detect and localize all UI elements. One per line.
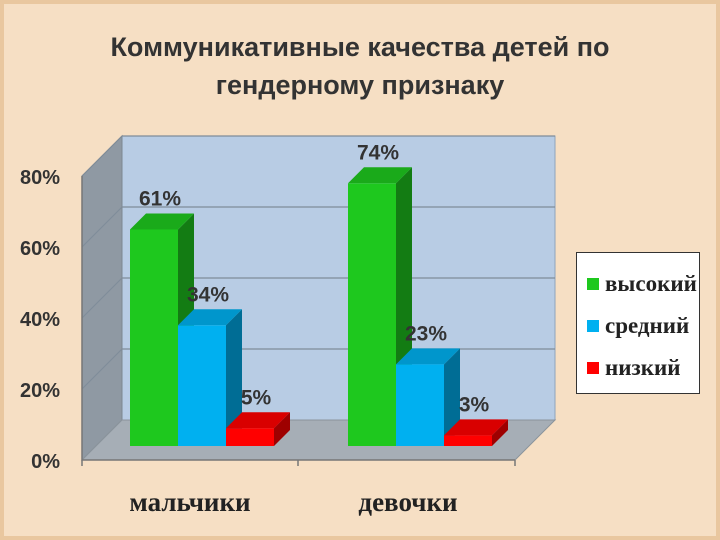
bar-side: [274, 412, 290, 446]
gridline-side: [81, 206, 123, 248]
x-category-label: девочки: [358, 487, 457, 517]
bar-top: [348, 167, 412, 184]
y-tick-label: 40%: [20, 309, 60, 331]
bar-side: [226, 309, 242, 446]
gridline-side: [81, 135, 123, 177]
chart-title-line-2: гендерному признаку: [215, 70, 505, 100]
legend-label-low: низкий: [605, 355, 681, 380]
y-tick-label: 80%: [20, 167, 60, 189]
y-tick-label: 60%: [20, 238, 60, 260]
bar-side: [444, 348, 460, 446]
bar-top: [444, 419, 508, 436]
y-tick-label: 0%: [31, 451, 60, 473]
legend-swatch-high: [587, 278, 599, 290]
legend-label-high: высокий: [605, 271, 697, 296]
bar-средний-девочки: [396, 364, 444, 446]
gridline-side: [81, 277, 123, 319]
data-label: 34%: [187, 283, 229, 306]
bar-низкий-мальчики: [226, 428, 274, 446]
bar-top: [130, 213, 194, 230]
y-tick-label: 20%: [20, 380, 60, 402]
legend-item-high: высокий: [587, 263, 699, 305]
bar-top: [226, 412, 290, 429]
chart-title-line-1: Коммуникативные качества детей по: [110, 32, 610, 62]
data-label: 74%: [357, 141, 399, 164]
x-category-label: мальчики: [129, 487, 250, 517]
legend-swatch-low: [587, 362, 599, 374]
bar-высокий-девочки: [348, 183, 396, 447]
data-label: 61%: [139, 187, 181, 210]
data-label: 3%: [459, 393, 490, 416]
legend: высокий средний низкий: [576, 252, 700, 394]
bar-высокий-мальчики: [130, 229, 178, 446]
legend-item-low: низкий: [587, 347, 699, 389]
bar-средний-мальчики: [178, 325, 226, 446]
bar-top: [396, 348, 460, 365]
bar-низкий-девочки: [444, 435, 492, 446]
bar-side: [492, 419, 508, 446]
gridline-side: [81, 348, 123, 390]
legend-label-medium: средний: [605, 313, 690, 338]
chart-title: Коммуникативные качества детей по гендер…: [0, 28, 720, 104]
legend-item-medium: средний: [587, 305, 699, 347]
bar-top: [178, 309, 242, 326]
data-label: 5%: [241, 386, 272, 409]
legend-swatch-medium: [587, 320, 599, 332]
data-label: 23%: [405, 322, 447, 345]
